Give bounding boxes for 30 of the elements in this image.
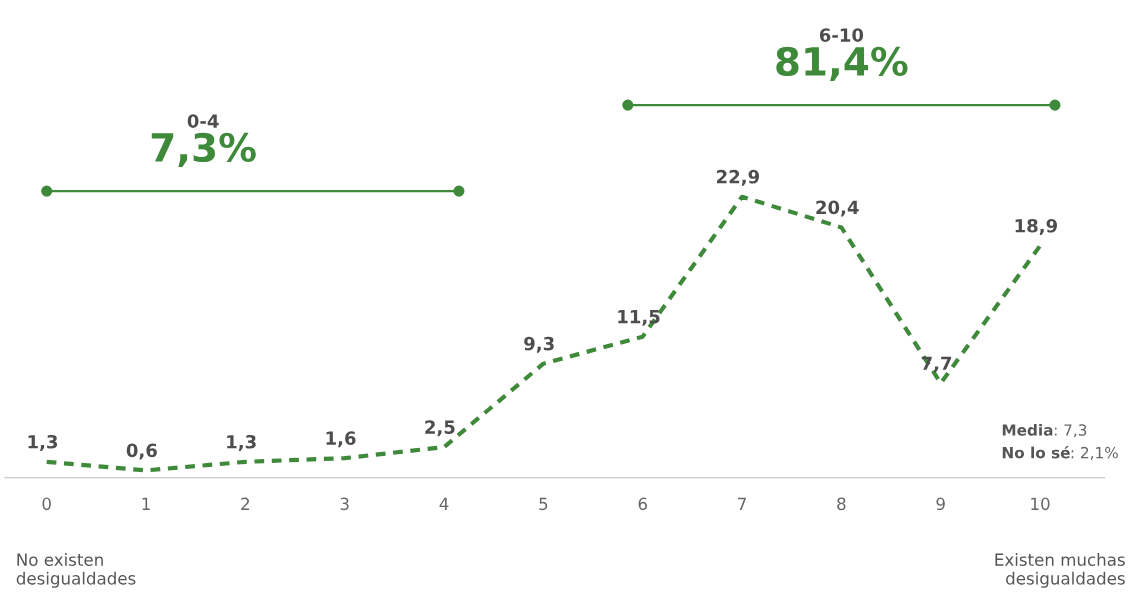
x-tick-label: 9	[936, 497, 945, 511]
data-label: 7,7	[921, 356, 952, 373]
x-tick-label: 5	[539, 497, 548, 511]
text: No existen desigualdades	[16, 553, 136, 588]
data-label: 22,9	[717, 169, 759, 186]
annotation: No lo sé: 2,1%	[1002, 445, 1118, 460]
data-label: 11,5	[618, 310, 660, 326]
text: 7,3%	[151, 132, 256, 168]
text: Existen muchas desigualdades	[995, 553, 1125, 588]
x-tick-label: 6	[638, 497, 647, 511]
x-tick-label: 7	[738, 497, 746, 510]
text: 0-4	[187, 114, 219, 128]
text: 6-10	[819, 28, 864, 42]
x-tick-label: 1	[142, 497, 150, 510]
data-label: 9,3	[524, 336, 554, 353]
x-tick-label: 0	[42, 497, 51, 511]
data-label: 1,6	[326, 431, 356, 448]
data-label: 1,3	[227, 434, 256, 451]
data-label: 20,4	[816, 200, 859, 217]
annotation: Media: 7,3	[1002, 423, 1087, 438]
x-tick-label: 4	[439, 497, 449, 510]
x-tick-label: 10	[1031, 497, 1050, 511]
data-label: 0,6	[126, 443, 157, 460]
x-tick-label: 8	[837, 497, 846, 511]
data-label: 18,9	[1015, 218, 1057, 235]
data-label: 2,5	[425, 420, 455, 437]
x-tick-label: 2	[241, 497, 249, 510]
text: 81,4%	[776, 46, 908, 82]
x-tick-label: 3	[340, 497, 349, 511]
data-label: 1,3	[28, 434, 58, 451]
